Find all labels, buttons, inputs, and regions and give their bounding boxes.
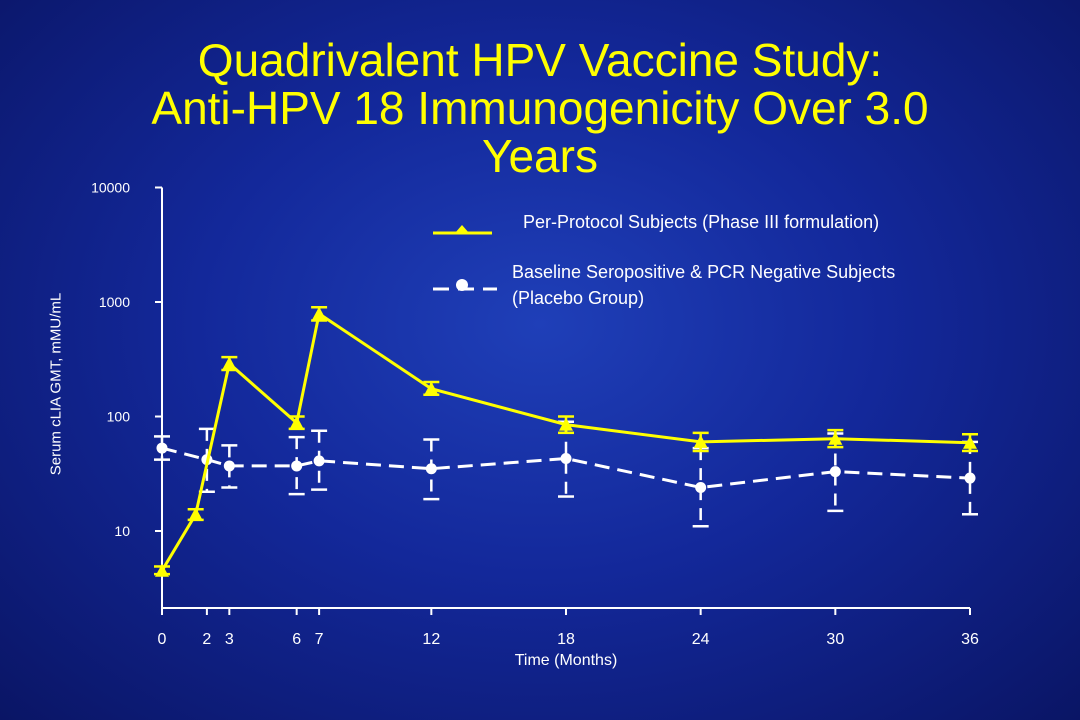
slide-title: Quadrivalent HPV Vaccine Study: Anti-HPV… [40, 36, 1040, 180]
point-placebo-7 [695, 481, 707, 493]
point-vaccine-5 [424, 381, 439, 395]
legend [433, 225, 497, 291]
point-placebo-4 [313, 455, 325, 467]
point-vaccine-0 [155, 563, 169, 577]
series-placebo [154, 420, 978, 528]
x-tick-label-2: 2 [202, 631, 211, 648]
point-placebo-2 [223, 460, 235, 472]
y-tick-label-10000: 10000 [91, 180, 130, 196]
y-axis-label: Serum cLIA GMT, mMU/mL [47, 292, 65, 476]
legend-swatch-marker-placebo [456, 279, 468, 291]
x-tick-label-0: 0 [158, 631, 167, 648]
x-tick-label-6: 6 [292, 631, 301, 648]
legend-swatch-marker-vaccine [455, 225, 469, 233]
x-tick-label-12: 12 [422, 631, 440, 648]
legend-label-placebo: Baseline Seropositive & PCR Negative Sub… [512, 262, 896, 308]
series-line-vaccine [160, 311, 971, 572]
series-vaccine [154, 305, 978, 577]
point-placebo-8 [829, 466, 841, 478]
point-placebo-0 [156, 442, 168, 454]
legend-label-vaccine: Per-Protocol Subjects (Phase III formula… [523, 212, 880, 232]
point-vaccine-1 [188, 507, 203, 521]
title-line-2: Anti-HPV 18 Immunogenicity Over 3.0 [151, 82, 929, 134]
point-placebo-3 [291, 460, 303, 472]
x-tick-label-36: 36 [961, 631, 979, 648]
point-vaccine-9 [963, 435, 977, 449]
x-tick-label-24: 24 [692, 631, 710, 648]
point-placebo-6 [560, 452, 572, 464]
point-vaccine-8 [828, 431, 843, 445]
y-tick-label-1000: 1000 [99, 294, 130, 310]
title-line-1: Quadrivalent HPV Vaccine Study: [197, 34, 883, 86]
point-vaccine-2 [222, 356, 237, 370]
point-vaccine-4 [312, 306, 327, 320]
x-tick-label-3: 3 [225, 631, 234, 648]
x-tick-label-18: 18 [557, 631, 575, 648]
series-line-placebo [161, 446, 971, 490]
x-tick-label-7: 7 [315, 631, 324, 648]
x-axis-label: Time (Months) [514, 652, 618, 669]
x-tick-label-30: 30 [826, 631, 844, 648]
point-placebo-9 [964, 472, 976, 484]
point-vaccine-6 [559, 417, 573, 431]
point-vaccine-3 [289, 415, 304, 429]
y-tick-label-10: 10 [114, 523, 130, 539]
y-tick-label-100: 100 [107, 409, 131, 425]
point-vaccine-7 [693, 434, 708, 448]
title-line-3: Years [482, 130, 598, 182]
series-layer [154, 305, 978, 577]
point-placebo-5 [425, 463, 437, 475]
